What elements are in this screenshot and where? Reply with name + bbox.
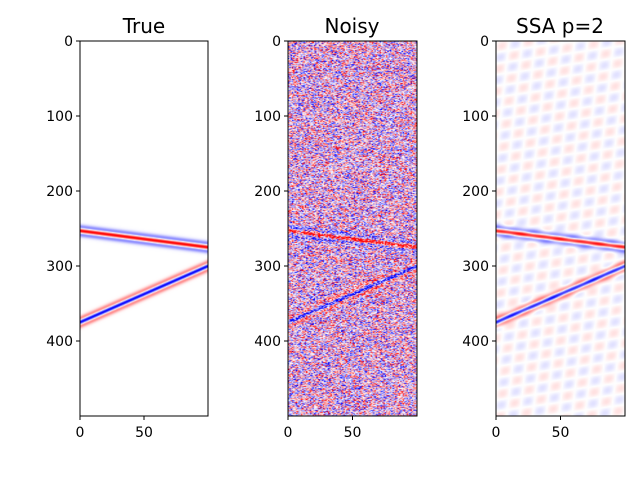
- y-tick-label-noisy-400: 400: [254, 334, 281, 350]
- y-tick-label-true-300: 300: [46, 259, 73, 275]
- y-tick-label-ssa-300: 300: [462, 259, 489, 275]
- x-tick-label-noisy-0: 0: [284, 425, 293, 441]
- heatmap-image-ssa: [496, 41, 625, 416]
- x-tick-label-true-0: 0: [76, 425, 85, 441]
- y-tick-label-noisy-100: 100: [254, 109, 281, 125]
- y-tick-label-noisy-0: 0: [272, 34, 281, 50]
- heatmap-image-true: [80, 41, 208, 416]
- panel-true: True 0 100 200 300 400 0 50: [46, 14, 209, 441]
- y-tick-label-ssa-200: 200: [462, 184, 489, 200]
- x-tick-label-ssa-50: 50: [552, 425, 570, 441]
- y-tick-label-true-200: 200: [46, 184, 73, 200]
- y-tick-label-noisy-200: 200: [254, 184, 281, 200]
- x-tick-label-ssa-0: 0: [492, 425, 501, 441]
- y-tick-label-noisy-300: 300: [254, 259, 281, 275]
- heatmap-image-noisy: [288, 41, 417, 416]
- x-tick-label-true-50: 50: [135, 425, 153, 441]
- panel-title-ssa: SSA p=2: [516, 14, 604, 38]
- y-tick-label-ssa-0: 0: [480, 34, 489, 50]
- tick-group-noisy: 0 100 200 300 400 0 50: [254, 34, 361, 441]
- tick-group-true: 0 100 200 300 400 0 50: [46, 34, 153, 441]
- y-tick-label-true-100: 100: [46, 109, 73, 125]
- panel-ssa: SSA p=2 0 100 200 300 400 0 50: [462, 14, 626, 441]
- panel-title-true: True: [122, 14, 165, 38]
- y-tick-label-ssa-400: 400: [462, 334, 489, 350]
- x-tick-label-noisy-50: 50: [344, 425, 362, 441]
- tick-group-ssa: 0 100 200 300 400 0 50: [462, 34, 569, 441]
- panel-noisy: Noisy 0 100 200 300 400 0 50: [254, 14, 418, 441]
- y-tick-label-true-0: 0: [64, 34, 73, 50]
- y-tick-label-true-400: 400: [46, 334, 73, 350]
- y-tick-label-ssa-100: 100: [462, 109, 489, 125]
- panel-title-noisy: Noisy: [324, 14, 379, 38]
